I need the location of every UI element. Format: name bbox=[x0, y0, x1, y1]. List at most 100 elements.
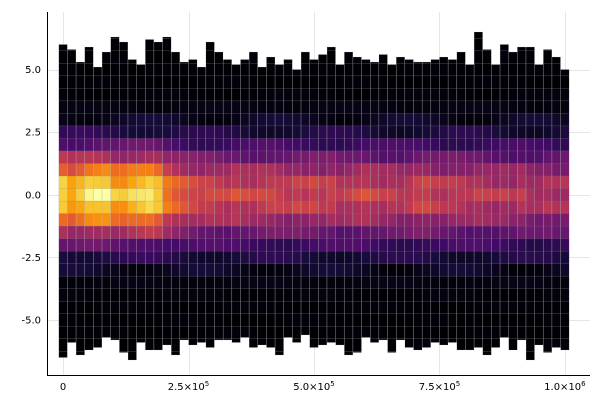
heatmap-cell bbox=[326, 338, 336, 343]
heatmap-cell bbox=[84, 225, 94, 239]
heatmap-cell bbox=[309, 175, 319, 189]
heatmap-cell bbox=[205, 338, 215, 348]
heatmap-cell bbox=[162, 275, 172, 289]
heatmap-cell bbox=[75, 288, 85, 302]
heatmap-cell bbox=[84, 263, 94, 277]
heatmap-cell bbox=[231, 100, 241, 114]
heatmap-cell bbox=[499, 200, 509, 214]
heatmap-cell bbox=[361, 150, 371, 164]
heatmap-cell bbox=[101, 288, 111, 302]
x-tick-label: 2.5×105 bbox=[168, 380, 209, 393]
heatmap-cell bbox=[370, 338, 379, 343]
heatmap-cell bbox=[335, 175, 345, 189]
heatmap-cell bbox=[274, 150, 284, 164]
heatmap-cell bbox=[67, 138, 77, 152]
heatmap-cell bbox=[551, 150, 561, 164]
heatmap-cell bbox=[84, 138, 94, 152]
heatmap-cell bbox=[456, 75, 466, 89]
heatmap-cell bbox=[136, 150, 146, 164]
heatmap-cell bbox=[413, 113, 423, 127]
heatmap-cell bbox=[223, 63, 232, 77]
heatmap-cell bbox=[274, 263, 284, 277]
heatmap-cell bbox=[473, 175, 483, 189]
heatmap-cell bbox=[387, 113, 397, 127]
heatmap-cell bbox=[361, 313, 371, 327]
heatmap-cell bbox=[171, 213, 180, 227]
heatmap-cell bbox=[84, 63, 94, 77]
heatmap-cell bbox=[387, 88, 397, 102]
heatmap-cell bbox=[127, 138, 137, 152]
heatmap-cell bbox=[300, 238, 310, 252]
heatmap-cell bbox=[292, 213, 302, 227]
heatmap-cell bbox=[197, 66, 206, 77]
heatmap-cell bbox=[75, 138, 85, 152]
heatmap-cell bbox=[447, 88, 457, 102]
heatmap-cell bbox=[534, 313, 544, 327]
heatmap-cell bbox=[344, 225, 354, 239]
heatmap-cell bbox=[404, 313, 414, 327]
heatmap-cell bbox=[223, 163, 232, 177]
heatmap-cell bbox=[447, 150, 457, 164]
heatmap-cell bbox=[266, 338, 276, 348]
heatmap-cell bbox=[335, 100, 345, 114]
heatmap-cell bbox=[378, 175, 388, 189]
heatmap-cell bbox=[430, 325, 440, 339]
heatmap-cell bbox=[370, 138, 379, 152]
heatmap-cell bbox=[422, 61, 431, 64]
heatmap-cell bbox=[300, 100, 310, 114]
heatmap-cell bbox=[119, 200, 129, 214]
heatmap-cell bbox=[197, 200, 206, 214]
heatmap-cell bbox=[491, 138, 501, 152]
heatmap-cell bbox=[378, 63, 388, 77]
heatmap-cell bbox=[326, 263, 336, 277]
heatmap-cell bbox=[110, 325, 120, 339]
heatmap-cell bbox=[214, 100, 224, 114]
heatmap-cell bbox=[58, 44, 68, 52]
heatmap-cell bbox=[534, 64, 544, 77]
heatmap-cell bbox=[387, 313, 397, 327]
heatmap-cell bbox=[231, 300, 241, 314]
heatmap-cell bbox=[127, 238, 137, 252]
heatmap-cell bbox=[344, 263, 354, 277]
heatmap-cell bbox=[162, 213, 172, 227]
heatmap-cell bbox=[93, 300, 103, 314]
heatmap-cell bbox=[370, 175, 379, 189]
heatmap-cell bbox=[352, 200, 362, 214]
heatmap-cell bbox=[378, 100, 388, 114]
heatmap-cell bbox=[145, 75, 155, 89]
heatmap-cell bbox=[257, 250, 267, 264]
heatmap-cell bbox=[465, 238, 475, 252]
heatmap-cell bbox=[326, 138, 336, 152]
heatmap-cell bbox=[560, 113, 570, 127]
heatmap-cell bbox=[179, 100, 189, 114]
heatmap-cell bbox=[93, 75, 103, 89]
heatmap-cell bbox=[543, 175, 553, 189]
heatmap-cell bbox=[171, 225, 180, 239]
heatmap-cell bbox=[499, 44, 509, 52]
heatmap-cell bbox=[491, 338, 501, 348]
heatmap-cell bbox=[551, 56, 561, 64]
heatmap-cell bbox=[378, 300, 388, 314]
heatmap-cell bbox=[84, 188, 94, 202]
heatmap-cell bbox=[508, 150, 518, 164]
heatmap-cell bbox=[84, 325, 94, 339]
heatmap-cell bbox=[153, 238, 163, 252]
heatmap-cell bbox=[171, 263, 180, 277]
heatmap-cell bbox=[525, 275, 535, 289]
heatmap-cell bbox=[318, 100, 328, 114]
heatmap-cell bbox=[292, 100, 302, 114]
heatmap-cell bbox=[119, 263, 129, 277]
heatmap-cell bbox=[58, 50, 68, 64]
heatmap-cell bbox=[240, 313, 250, 327]
heatmap-cell bbox=[127, 188, 137, 202]
heatmap-cell bbox=[67, 225, 77, 239]
heatmap-cell bbox=[430, 175, 440, 189]
heatmap-cell bbox=[534, 150, 544, 164]
heatmap-cell bbox=[283, 300, 293, 314]
heatmap-cell bbox=[361, 59, 371, 64]
heatmap-cell bbox=[508, 213, 518, 227]
heatmap-cell bbox=[335, 200, 345, 214]
heatmap-cell bbox=[326, 63, 336, 77]
heatmap-cell bbox=[257, 150, 267, 164]
heatmap-cell bbox=[58, 263, 68, 277]
